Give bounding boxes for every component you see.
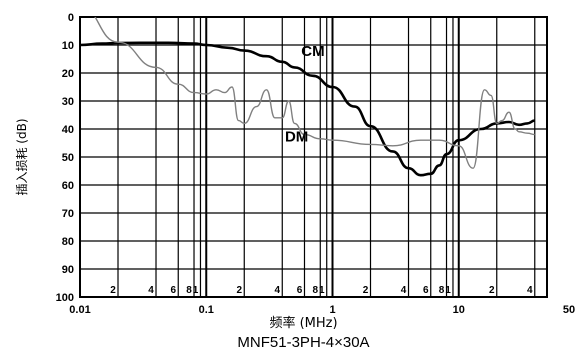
y-tick-label: 10 [62,40,74,52]
x-minor-tick-label: 2 [110,285,116,296]
y-tick-label: 90 [62,264,74,276]
x-minor-tick-label: 2 [363,285,369,296]
x-minor-tick-label: 6 [297,285,303,296]
x-minor-tick-label: 2 [236,285,242,296]
x-major-tick-label: 50 [563,304,575,316]
series-label-dm: DM [285,129,308,146]
x-minor-tick-label: 1 [319,285,325,296]
x-minor-tick-label: 8 [186,285,192,296]
x-major-tick-label: 0.01 [69,304,90,316]
y-tick-label: 60 [62,180,74,192]
x-minor-tick-label: 1 [193,285,199,296]
y-tick-label: 40 [62,124,74,136]
y-tick-label: 80 [62,236,74,248]
x-minor-tick-label: 1 [445,285,451,296]
x-major-tick-label: 0.1 [199,304,214,316]
series-label-cm: CM [301,43,324,60]
series-lines: CM DM [80,17,535,177]
x-minor-tick-label: 2 [489,285,495,296]
x-tick-labels: 2 4 6 8 1 2 4 6 8 1 2 4 6 8 1 2 40.01 0.1 1 10 50 [69,285,575,316]
y-tick-label: 20 [62,68,74,80]
y-tick-label: 50 [62,152,74,164]
x-minor-tick-label: 4 [148,285,154,296]
x-minor-tick-label: 4 [401,285,407,296]
y-tick-label: 30 [62,96,74,108]
x-axis-title: 频率 (MHz) [269,315,337,331]
y-tick-label: 100 [56,292,74,304]
x-major-tick-label: 1 [329,304,335,316]
y-tick-label: 0 [68,12,74,24]
plot-frame [79,16,548,298]
x-minor-tick-label: 8 [312,285,318,296]
y-axis-title: 插入损耗 (dB) [15,118,29,195]
x-minor-tick-label: 4 [527,285,533,296]
y-tick-label: 70 [62,208,74,220]
grid [79,16,548,298]
series-line-cm [80,41,535,177]
x-major-tick-label: 10 [453,304,465,316]
x-minor-tick-label: 4 [274,285,280,296]
chart-caption: MNF51-3PH-4×30A [237,334,369,351]
y-tick-labels: 0 10 20 30 40 50 60 70 80 90 100 [56,12,74,304]
x-minor-tick-label: 8 [439,285,445,296]
x-minor-tick-label: 6 [423,285,429,296]
series-line-dm [94,17,535,169]
x-minor-tick-label: 6 [170,285,176,296]
